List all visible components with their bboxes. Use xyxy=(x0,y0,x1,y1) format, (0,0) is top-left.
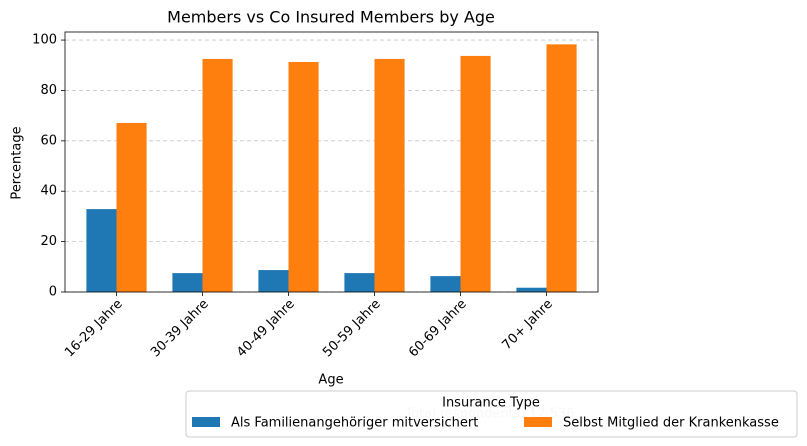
legend-label: Als Familienangehöriger mitversichert xyxy=(231,416,478,431)
legend-swatch xyxy=(192,417,220,427)
y-tick-label: 100 xyxy=(32,33,57,48)
bar xyxy=(430,276,461,292)
bar xyxy=(116,122,147,292)
legend-box xyxy=(185,390,798,438)
plot-area: 0 20 40 60 80 100 16-29 Jahre 30-39 Jahre 40-49 … xyxy=(32,31,599,361)
x-tick-label: 16-29 Jahre xyxy=(62,297,126,361)
bar xyxy=(86,209,117,292)
y-tick-label: 40 xyxy=(40,184,57,199)
y-axis-label: Percentage xyxy=(10,126,25,199)
x-tick-label: 60-69 Jahre xyxy=(406,297,470,361)
legend-title: Insurance Type xyxy=(442,396,540,411)
y-tick-label: 80 xyxy=(40,83,57,98)
x-axis-label: Age xyxy=(318,373,343,388)
legend-swatch xyxy=(524,417,552,427)
y-tick-label: 60 xyxy=(40,133,57,148)
chart-title: Members vs Co Insured Members by Age xyxy=(167,8,495,27)
plot-frame xyxy=(64,31,599,293)
bar xyxy=(172,273,203,292)
bar xyxy=(258,270,289,292)
bar xyxy=(288,61,319,292)
x-tick-label: 30-39 Jahre xyxy=(148,297,212,361)
bar xyxy=(546,44,577,292)
bar xyxy=(344,273,375,292)
legend: Insurance Type Als Familienangehöriger m… xyxy=(185,390,798,438)
x-tick-label: 50-59 Jahre xyxy=(320,297,384,361)
bar xyxy=(460,55,491,292)
x-tick-label: 70+ Jahre xyxy=(499,297,555,353)
y-tick-label: 20 xyxy=(40,234,57,249)
legend-label: Selbst Mitglied der Krankenkasse xyxy=(563,416,779,431)
bar xyxy=(202,58,233,292)
x-tick-label: 40-49 Jahre xyxy=(234,297,298,361)
bar xyxy=(516,287,547,292)
y-tick-label: 0 xyxy=(49,285,57,300)
bar xyxy=(374,58,405,292)
